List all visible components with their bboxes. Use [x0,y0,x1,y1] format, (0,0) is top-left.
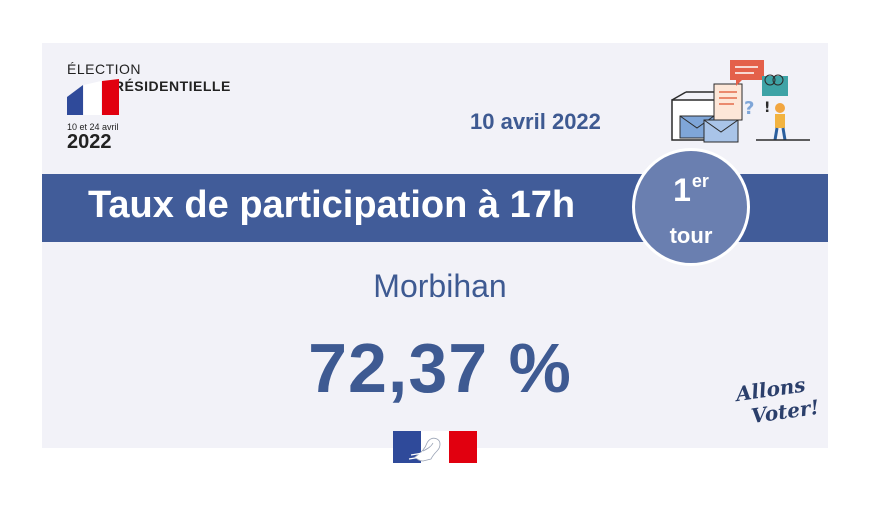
round-suffix: er [691,171,709,191]
svg-text:!: ! [764,100,770,116]
department-name: Morbihan [373,268,507,304]
round-badge: 1er tour [632,148,750,266]
round-number-wrap: 1er [635,171,747,209]
participation-rate: 72,37 % [308,329,572,407]
logo-dates: 10 et 24 avril [67,122,119,132]
marianne-logo-icon [393,431,477,463]
banner-title: Taux de participation à 17h [88,184,576,226]
logo-presidentielle-label: PRÉSIDENTIELLE [104,78,231,94]
logo-election-label: ÉLECTION [67,61,142,77]
allons-voter-slogan: Allons Voter! [732,370,829,440]
french-flag-icon [67,79,119,115]
election-logo: ÉLECTION PRÉSIDENTIELLE 10 et 24 avril 2… [67,61,257,161]
round-word: tour [669,223,713,248]
round-number: 1 [673,172,691,208]
svg-text:?: ? [744,98,754,119]
election-date: 10 avril 2022 [470,109,601,134]
logo-year: 2022 [67,131,112,153]
ballot-illustration-icon: ? ! [671,60,810,143]
